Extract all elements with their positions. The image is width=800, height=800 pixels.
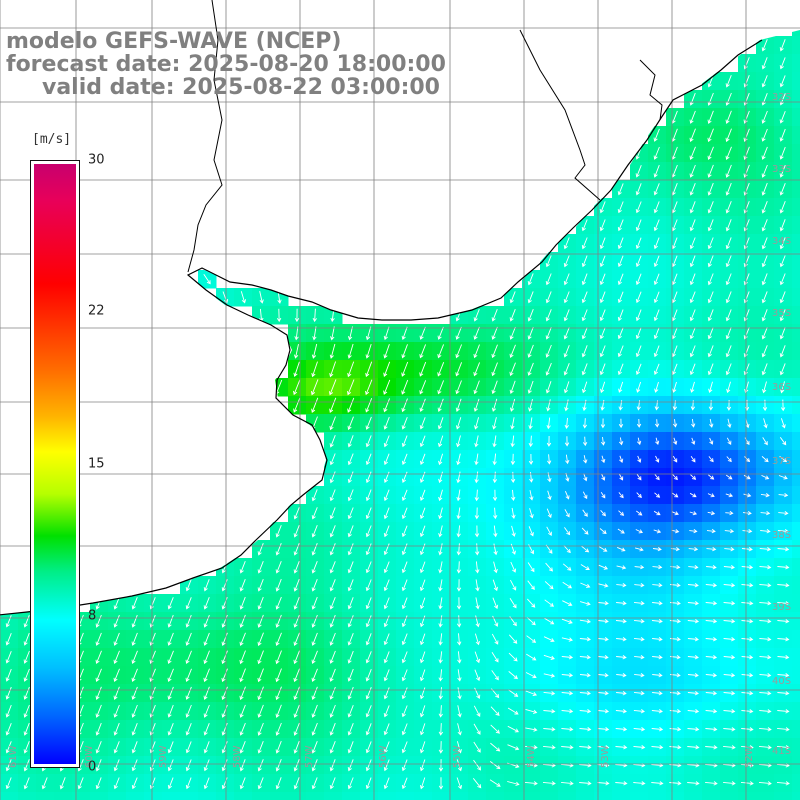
lat-label: 35S — [772, 308, 791, 319]
lon-label: 54W — [526, 745, 537, 768]
colorbar-tick-0: 0 — [88, 759, 97, 775]
grid-labels: 32S 33S 34S 35S 36S 37S 38S 39S 40S 41S 61W 60W 59W 5… — [8, 92, 791, 768]
colorbar-unit: [m/s] — [32, 132, 72, 147]
lon-label: 59W — [158, 745, 169, 768]
title-forecast-date: forecast date: 2025-08-20 18:00:00 — [6, 52, 446, 77]
lat-label: 34S — [772, 236, 791, 247]
lon-label: 52W — [744, 745, 755, 768]
lat-label: 39S — [772, 602, 791, 613]
lat-label: 36S — [772, 382, 791, 393]
title-model: modelo GEFS-WAVE (NCEP) — [6, 29, 342, 54]
coastline — [0, 39, 763, 616]
colorbar-tick-30: 30 — [88, 152, 105, 168]
lon-label: 57W — [304, 745, 315, 768]
colorbar-gradient — [34, 164, 76, 764]
colorbar-tick-15: 15 — [88, 456, 105, 472]
lon-label: 55W — [452, 745, 463, 768]
lat-label: 38S — [772, 530, 791, 541]
lat-label: 37S — [772, 456, 791, 467]
colorbar-tick-8: 8 — [88, 608, 97, 624]
wind-vector-arrows — [5, 39, 790, 790]
lat-label: 41S — [772, 746, 791, 757]
lat-label: 40S — [772, 676, 791, 687]
lon-label: 58W — [232, 745, 243, 768]
lon-label: 61W — [8, 745, 19, 768]
colorbar — [30, 160, 80, 768]
lat-label: 32S — [772, 92, 791, 103]
uruguay-border — [187, 0, 223, 273]
lon-label: 60W — [84, 745, 95, 768]
title-valid-date: valid date: 2025-08-22 03:00:00 — [42, 75, 440, 100]
lat-label: 33S — [772, 164, 791, 175]
lagoon-outline — [519, 29, 663, 201]
lon-label: 56W — [378, 745, 389, 768]
colorbar-tick-22: 22 — [88, 303, 105, 319]
lon-label: 53W — [600, 745, 611, 768]
land-mask — [0, 0, 800, 615]
